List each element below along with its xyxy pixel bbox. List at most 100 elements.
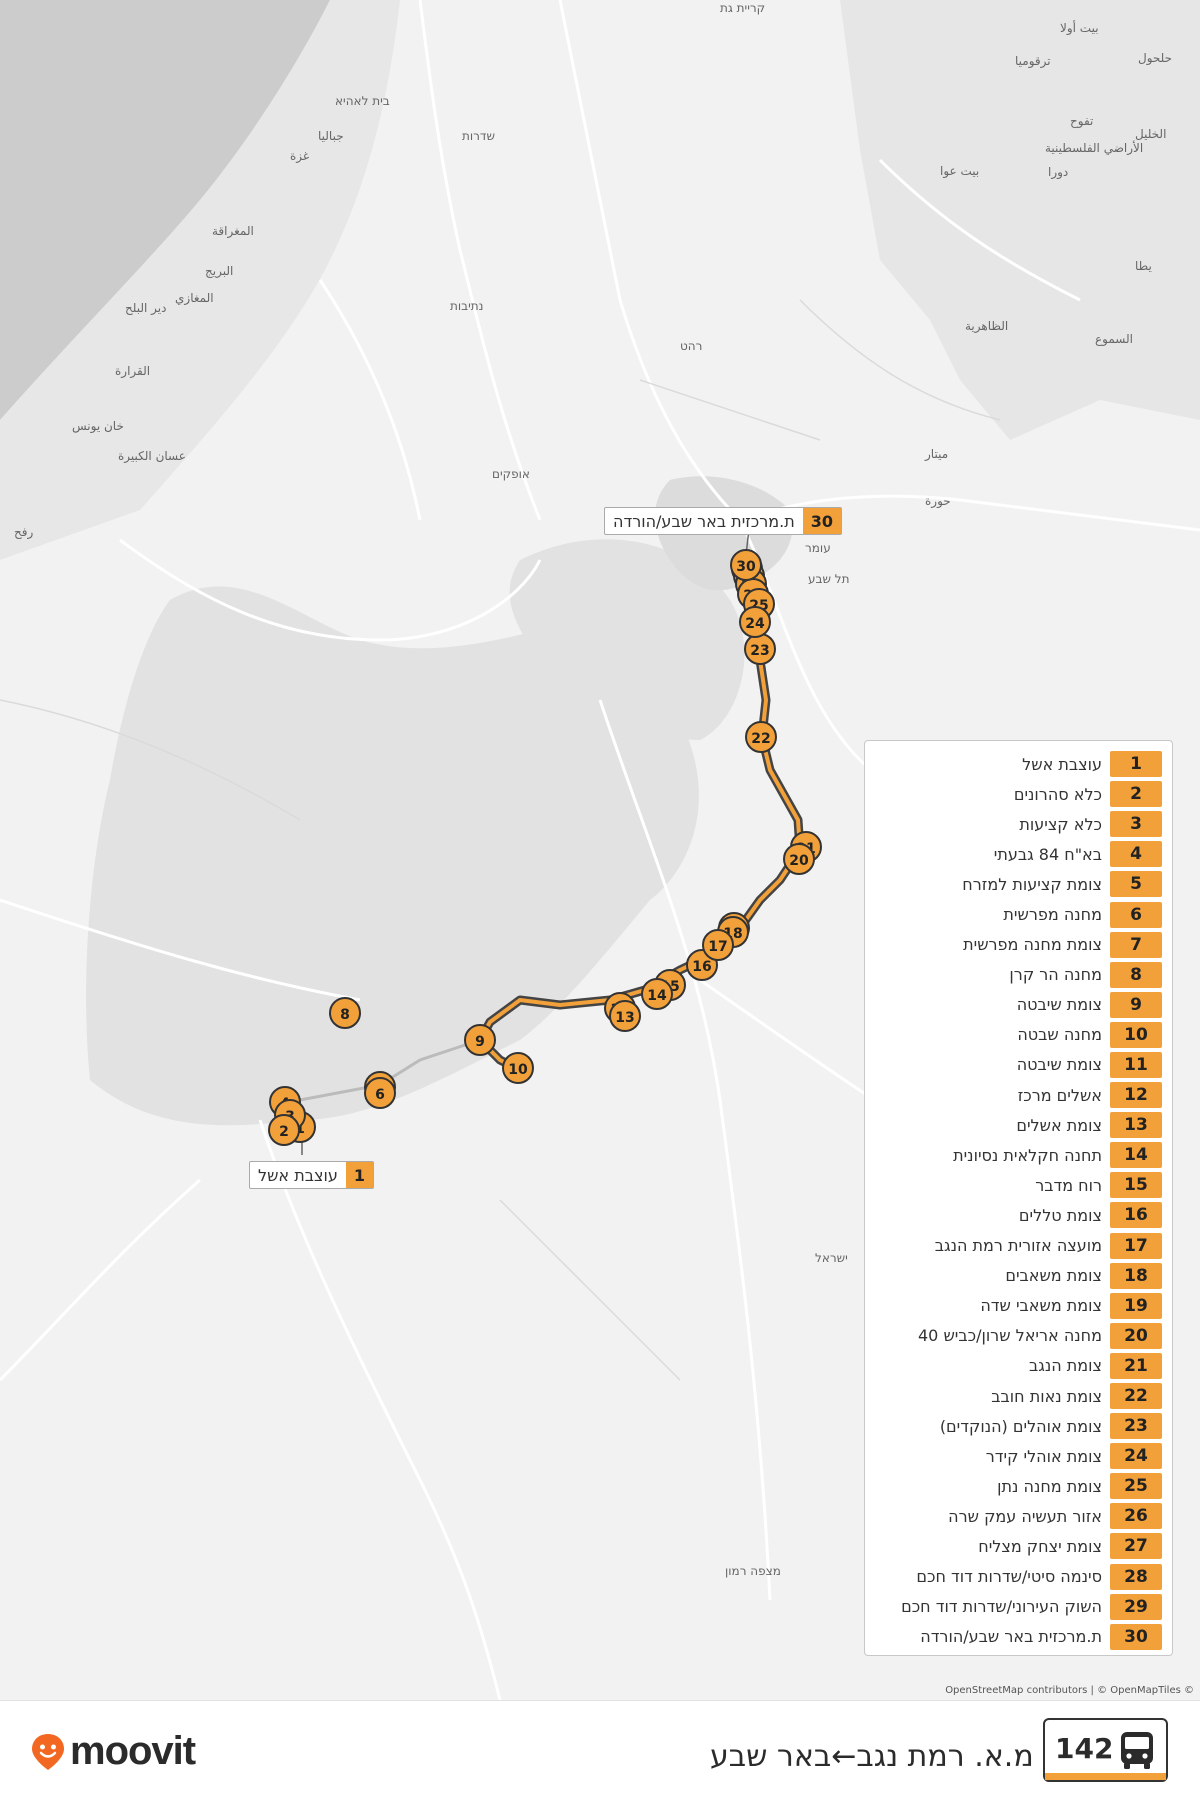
legend-stop-row[interactable]: צומת הנגב 21 <box>875 1351 1162 1381</box>
gaza-area <box>0 0 400 560</box>
legend-stop-row[interactable]: צומת שיבטה 9 <box>875 990 1162 1020</box>
legend-stop-number: 13 <box>1110 1112 1162 1139</box>
stop-marker[interactable]: 8 <box>329 997 361 1029</box>
svg-text:2: 2 <box>279 1124 289 1140</box>
map-label: שדרות <box>462 129 495 143</box>
legend-stop-row[interactable]: צומת נאות חובב 22 <box>875 1381 1162 1411</box>
legend-stop-row[interactable]: רוח מדבר 15 <box>875 1170 1162 1200</box>
legend-stop-row[interactable]: צומת משאבי שדה 19 <box>875 1291 1162 1321</box>
map-label: אופקים <box>492 467 530 481</box>
legend-stop-row[interactable]: צומת מחנה מפרשית 7 <box>875 930 1162 960</box>
stop-marker[interactable]: 24 <box>739 606 771 638</box>
legend-stop-number: 10 <box>1110 1021 1162 1048</box>
moovit-logo[interactable]: moovit <box>30 1729 196 1774</box>
start-stop-callout[interactable]: עוצבת אשל 1 <box>249 1161 374 1189</box>
map-label: בית לאהיא <box>335 94 390 108</box>
legend-stop-number: 15 <box>1110 1172 1162 1199</box>
west-bank-area <box>840 0 1200 440</box>
legend-stop-number: 3 <box>1110 811 1162 838</box>
stop-markers[interactable]: 1 4 3 2 5 6 8 10 9 12 13 15 14 16 19 18 … <box>268 549 822 1146</box>
legend-stop-number: 21 <box>1110 1352 1162 1379</box>
legend-stop-name: צומת אוהלי קידר <box>985 1446 1102 1466</box>
stop-marker[interactable]: 2 <box>268 1114 300 1146</box>
callout-stop-name: ת.מרכזית באר שבע/הורדה <box>613 511 795 531</box>
legend-stop-row[interactable]: צומת שיבטה 11 <box>875 1050 1162 1080</box>
legend-stop-row[interactable]: צומת אוהלים (הנוקדים) 23 <box>875 1411 1162 1441</box>
legend-stop-row[interactable]: צומת יצחק מצליח 27 <box>875 1531 1162 1561</box>
stop-marker[interactable]: 17 <box>702 929 734 961</box>
legend-stop-number: 17 <box>1110 1232 1162 1259</box>
stop-marker[interactable]: 22 <box>745 721 777 753</box>
legend-stop-row[interactable]: צומת אוהלי קידר 24 <box>875 1441 1162 1471</box>
legend-stop-number: 9 <box>1110 991 1162 1018</box>
route-color-bar <box>1045 1773 1166 1780</box>
end-stop-callout[interactable]: ת.מרכזית באר שבע/הורדה 30 <box>604 507 843 535</box>
map-label: حورة <box>925 494 951 509</box>
stop-marker[interactable]: 14 <box>641 978 673 1010</box>
legend-stop-row[interactable]: מחנה הר קרן 8 <box>875 960 1162 990</box>
stop-marker[interactable]: 10 <box>502 1052 534 1084</box>
legend-stop-row[interactable]: תחנה חקלאית נסיונית 14 <box>875 1140 1162 1170</box>
stop-marker[interactable]: 20 <box>783 843 815 875</box>
legend-stop-row[interactable]: אזור תעשיה עמק שרה 26 <box>875 1501 1162 1531</box>
legend-stop-row[interactable]: כלא סהרונים 2 <box>875 779 1162 809</box>
legend-stop-row[interactable]: ת.מרכזית באר שבע/הורדה 30 <box>875 1622 1162 1652</box>
svg-text:9: 9 <box>475 1034 485 1050</box>
svg-text:17: 17 <box>708 939 727 955</box>
map-attribution: OpenStreetMap contributors | © OpenMapTi… <box>945 1685 1194 1696</box>
legend-stop-name: תחנה חקלאית נסיונית <box>953 1145 1102 1165</box>
svg-text:8: 8 <box>340 1007 350 1023</box>
legend-stop-row[interactable]: בא"ח 84 גבעתי 4 <box>875 839 1162 869</box>
legend-stop-number: 29 <box>1110 1593 1162 1620</box>
legend-stop-name: צומת מחנה מפרשית <box>963 935 1102 955</box>
legend-stop-name: ת.מרכזית באר שבע/הורדה <box>920 1627 1102 1647</box>
legend-stop-number: 11 <box>1110 1051 1162 1078</box>
legend-stop-row[interactable]: צומת משאבים 18 <box>875 1261 1162 1291</box>
svg-text:14: 14 <box>647 988 667 1004</box>
map-label: غزة <box>290 149 309 164</box>
legend-stop-number: 5 <box>1110 871 1162 898</box>
legend-stop-name: אזור תעשיה עמק שרה <box>948 1506 1102 1526</box>
legend-stop-number: 18 <box>1110 1262 1162 1289</box>
legend-stop-name: צומת שיבטה <box>1016 1055 1102 1075</box>
legend-stop-row[interactable]: סינמה סיטי/שדרות דוד חכם 28 <box>875 1562 1162 1592</box>
legend-stop-row[interactable]: מועצה אזורית רמת הנגב 17 <box>875 1231 1162 1261</box>
stop-marker[interactable]: 23 <box>744 633 776 665</box>
legend-stop-row[interactable]: צומת קציעות למזרח 5 <box>875 869 1162 899</box>
legend-stop-name: כלא סהרונים <box>1013 784 1102 804</box>
map-label: ميتار <box>924 447 948 462</box>
logo-text: moovit <box>70 1729 196 1773</box>
legend-stop-number: 25 <box>1110 1473 1162 1500</box>
stop-marker[interactable]: 9 <box>464 1024 496 1056</box>
legend-stop-name: מחנה מפרשית <box>1003 905 1102 925</box>
stop-marker[interactable]: 13 <box>609 1000 641 1032</box>
legend-stop-name: צומת יצחק מצליח <box>978 1536 1102 1556</box>
map-label: الظاهرية <box>965 319 1008 334</box>
legend-stop-name: בא"ח 84 גבעתי <box>993 844 1102 864</box>
map-label: רהט <box>680 339 702 353</box>
roads <box>0 0 1200 1700</box>
legend-stop-number: 22 <box>1110 1383 1162 1410</box>
legend-stop-name: עוצבת אשל <box>1022 754 1102 774</box>
legend-stop-row[interactable]: צומת טללים 16 <box>875 1200 1162 1230</box>
legend-stop-row[interactable]: עוצבת אשל 1 <box>875 749 1162 779</box>
legend-stop-name: צומת נאות חובב <box>991 1386 1102 1406</box>
svg-text:13: 13 <box>615 1010 634 1026</box>
legend-stop-row[interactable]: צומת אשלים 13 <box>875 1110 1162 1140</box>
legend-stop-row[interactable]: כלא קציעות 3 <box>875 809 1162 839</box>
svg-text:30: 30 <box>736 559 756 575</box>
callout-stop-name: עוצבת אשל <box>258 1165 338 1185</box>
legend-stop-row[interactable]: מחנה שבטה 10 <box>875 1020 1162 1050</box>
callout-stop-number: 1 <box>345 1162 373 1188</box>
stop-marker[interactable]: 6 <box>364 1077 396 1109</box>
map-label: البريج <box>205 264 233 279</box>
legend-stop-row[interactable]: השוק העירוני/שדרות דוד חכם 29 <box>875 1592 1162 1622</box>
legend-stop-name: אשלים מרכז <box>1017 1085 1102 1105</box>
legend-stop-row[interactable]: מחנה מפרשית 6 <box>875 899 1162 929</box>
legend-stop-name: צומת טללים <box>1018 1205 1102 1225</box>
legend-stop-row[interactable]: אשלים מרכז 12 <box>875 1080 1162 1110</box>
stop-marker[interactable]: 30 <box>730 549 762 581</box>
svg-text:1: 1 <box>295 1121 305 1137</box>
legend-stop-row[interactable]: צומת מחנה נתן 25 <box>875 1471 1162 1501</box>
legend-stop-row[interactable]: מחנה אריאל שרון/כביש 40 20 <box>875 1321 1162 1351</box>
